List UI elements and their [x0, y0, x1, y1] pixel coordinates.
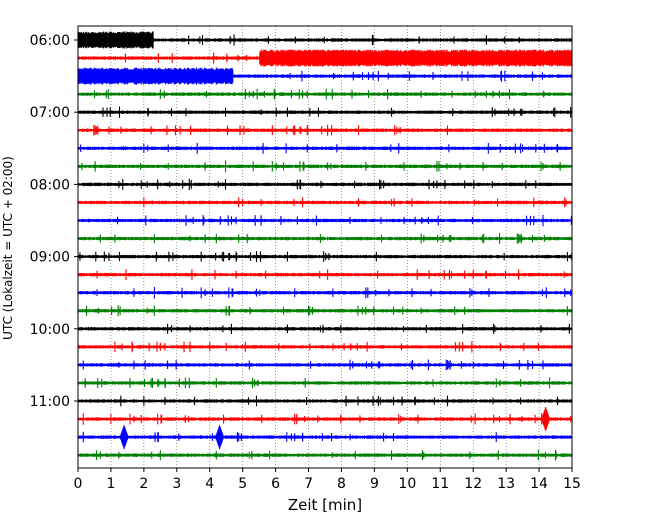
x-tick-label: 2	[139, 476, 148, 492]
y-tick-label: 07:00	[30, 105, 70, 121]
x-axis-ticks: 0 1 2 3 4 5 6 7 8 9 10 11 12 13 14 15	[74, 468, 581, 492]
y-axis-label: UTC (Lokalzeit = UTC + 02:00)	[1, 156, 15, 340]
x-tick-label: 4	[205, 476, 214, 492]
x-tick-label: 10	[398, 476, 416, 492]
y-tick-label: 10:00	[30, 322, 70, 338]
y-tick-label: 08:00	[30, 177, 70, 193]
x-tick-label: 8	[337, 476, 346, 492]
x-tick-label: 11	[431, 476, 449, 492]
x-tick-label: 14	[530, 476, 548, 492]
x-tick-label: 5	[238, 476, 247, 492]
x-tick-label: 0	[74, 476, 83, 492]
x-tick-label: 12	[464, 476, 482, 492]
y-tick-label: 06:00	[30, 33, 70, 49]
x-tick-label: 7	[304, 476, 313, 492]
x-axis-label: Zeit [min]	[288, 496, 362, 514]
y-axis-ticks: 06:00 07:00 08:00 09:00 10:00 11:00	[30, 33, 78, 410]
x-tick-label: 6	[271, 476, 280, 492]
x-tick-label: 1	[106, 476, 115, 492]
x-tick-label: 15	[563, 476, 581, 492]
x-tick-label: 9	[370, 476, 379, 492]
y-tick-label: 09:00	[30, 250, 70, 266]
y-tick-label: 11:00	[30, 394, 70, 410]
x-tick-label: 3	[172, 476, 181, 492]
x-tick-label: 13	[497, 476, 515, 492]
plot-frame	[77, 25, 573, 469]
